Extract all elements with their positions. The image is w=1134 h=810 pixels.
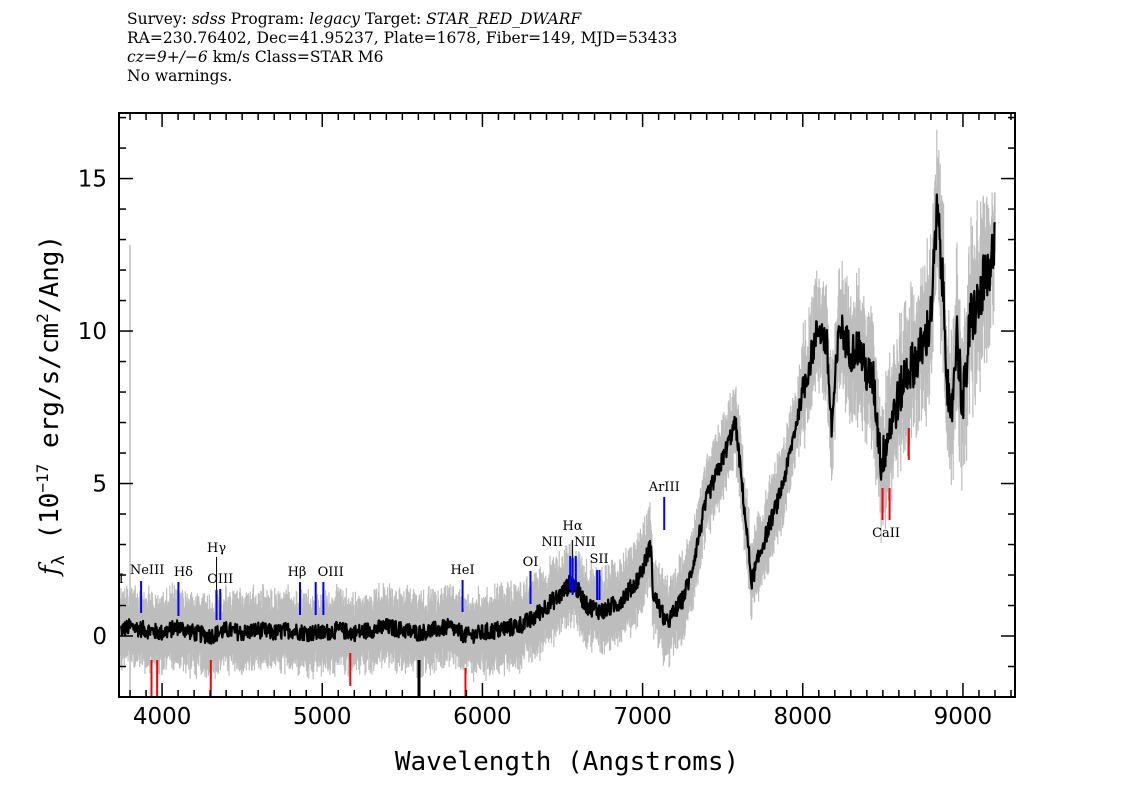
emission-line-label: ArIII — [648, 480, 680, 495]
y-tick-label: 5 — [92, 472, 107, 498]
y-axis-title: fλ (10−17 erg/s/cm2/Ang) — [33, 235, 69, 577]
absorption-line-label: CaII — [872, 526, 900, 541]
x-tick-label: 6000 — [453, 704, 512, 730]
x-tick-label: 7000 — [613, 704, 672, 730]
emission-line-label: SII — [590, 552, 609, 567]
header-line-survey: Survey: sdss Program: legacy Target: STA… — [127, 10, 581, 29]
emission-line-label: HeI — [450, 563, 474, 578]
x-tick-label: 8000 — [773, 704, 832, 730]
header-line-redshift: cz=9+/−6 km/s Class=STAR M6 — [127, 48, 383, 67]
emission-line-label: NII — [574, 535, 596, 550]
program-label: Program: — [225, 10, 310, 28]
y-tick-label: 0 — [92, 624, 107, 650]
emission-line-label: Hα — [563, 519, 583, 534]
emission-line-label: NeIII — [130, 563, 164, 578]
emission-line-label: OIII — [207, 572, 233, 587]
y-tick-label: 15 — [78, 167, 107, 193]
header-line-coordinates: RA=230.76402, Dec=41.95237, Plate=1678, … — [127, 29, 678, 47]
emission-line-label: Hγ — [207, 541, 226, 556]
emission-line-label: OI — [523, 555, 539, 570]
emission-line-label: OIII — [318, 565, 344, 580]
survey-label: Survey: — [127, 10, 192, 28]
cz-value: cz=9+/−6 — [127, 48, 208, 66]
x-tick-label: 5000 — [293, 704, 352, 730]
emission-line-label: NII — [541, 535, 563, 550]
target-value: STAR_RED_DWARF — [426, 10, 582, 28]
emission-line-label: Hδ — [174, 565, 193, 580]
header-line-warnings: No warnings. — [127, 67, 233, 85]
emission-line-label: OII — [103, 572, 124, 587]
target-label: Target: — [359, 10, 427, 28]
x-tick-label: 4000 — [133, 704, 192, 730]
x-tick-label: 9000 — [934, 704, 993, 730]
emission-line-label: Hβ — [288, 565, 307, 580]
survey-value: sdss — [191, 10, 226, 28]
program-value: legacy — [309, 10, 360, 28]
y-tick-label: 10 — [78, 319, 107, 345]
plot-frame — [118, 112, 1016, 698]
x-axis-title: Wavelength (Angstroms) — [395, 747, 739, 777]
class-value: km/s Class=STAR M6 — [207, 48, 384, 66]
flux-line — [119, 193, 997, 645]
